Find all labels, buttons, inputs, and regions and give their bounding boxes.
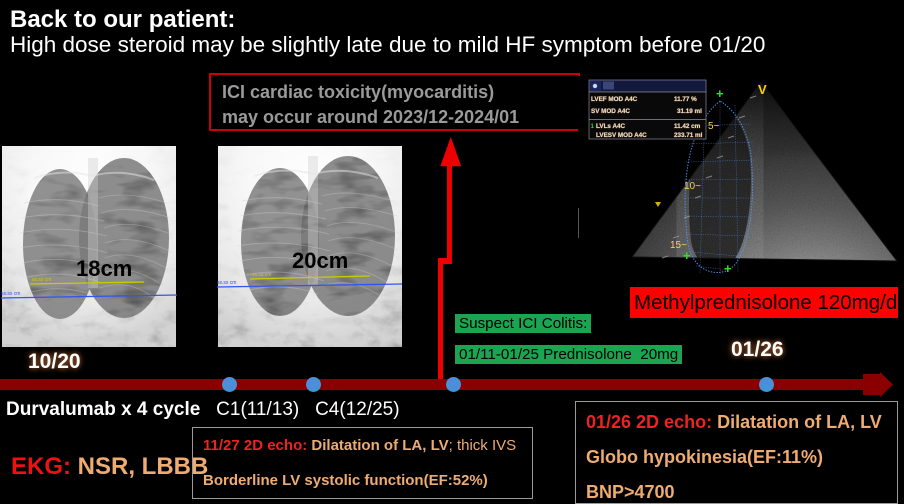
- svg-text:+: +: [716, 86, 724, 101]
- svg-text:+: +: [683, 248, 691, 263]
- svg-text:20cm: 20cm: [292, 248, 348, 273]
- svg-text:LVLs A4C: LVLs A4C: [596, 123, 625, 130]
- svg-text:18cm: 18cm: [76, 256, 132, 281]
- svg-text:ss.ss cm: ss.ss cm: [1, 291, 20, 297]
- svg-text:ss.ss cm: ss.ss cm: [32, 277, 51, 283]
- svg-text:11.77 %: 11.77 %: [674, 96, 697, 103]
- svg-text:+: +: [724, 261, 732, 276]
- svg-text:ss.ss cm: ss.ss cm: [217, 280, 236, 286]
- svg-text:LVEF MOD A4C: LVEF MOD A4C: [591, 96, 638, 103]
- svg-text:5~: 5~: [708, 121, 720, 132]
- svg-text:ss.ss cm: ss.ss cm: [252, 272, 271, 278]
- svg-text:11.42 cm: 11.42 cm: [674, 123, 701, 130]
- svg-text:SV MOD A4C: SV MOD A4C: [591, 108, 630, 115]
- svg-text:31.19 ml: 31.19 ml: [677, 108, 702, 115]
- svg-text:LVESV MOD A4C: LVESV MOD A4C: [596, 132, 647, 139]
- svg-text:V: V: [758, 82, 767, 97]
- svg-text:10~: 10~: [684, 181, 701, 192]
- svg-text:233.71 ml: 233.71 ml: [674, 132, 703, 139]
